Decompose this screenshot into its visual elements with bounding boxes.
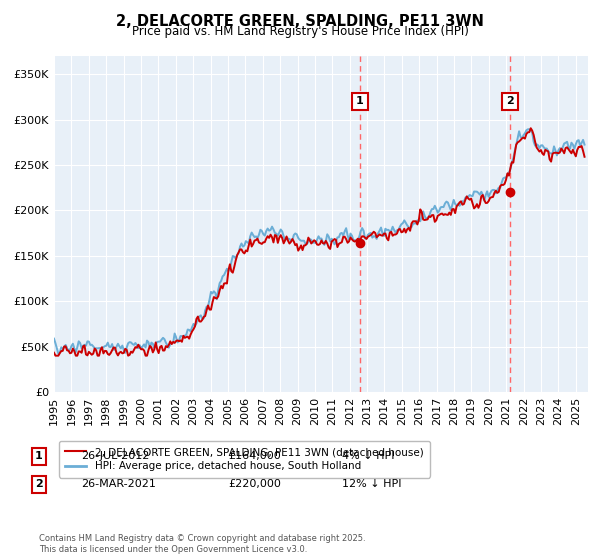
Text: £164,000: £164,000	[228, 451, 281, 461]
Text: 2: 2	[35, 479, 43, 489]
Text: 26-MAR-2021: 26-MAR-2021	[81, 479, 156, 489]
Text: £220,000: £220,000	[228, 479, 281, 489]
Text: 1: 1	[356, 96, 364, 106]
Text: 2, DELACORTE GREEN, SPALDING, PE11 3WN: 2, DELACORTE GREEN, SPALDING, PE11 3WN	[116, 14, 484, 29]
Text: 4% ↓ HPI: 4% ↓ HPI	[342, 451, 395, 461]
Text: Price paid vs. HM Land Registry's House Price Index (HPI): Price paid vs. HM Land Registry's House …	[131, 25, 469, 38]
Text: 12% ↓ HPI: 12% ↓ HPI	[342, 479, 401, 489]
Text: 2: 2	[506, 96, 514, 106]
Text: 26-JUL-2012: 26-JUL-2012	[81, 451, 149, 461]
Text: Contains HM Land Registry data © Crown copyright and database right 2025.
This d: Contains HM Land Registry data © Crown c…	[39, 534, 365, 554]
Legend: 2, DELACORTE GREEN, SPALDING, PE11 3WN (detached house), HPI: Average price, det: 2, DELACORTE GREEN, SPALDING, PE11 3WN (…	[59, 441, 430, 478]
Text: 1: 1	[35, 451, 43, 461]
